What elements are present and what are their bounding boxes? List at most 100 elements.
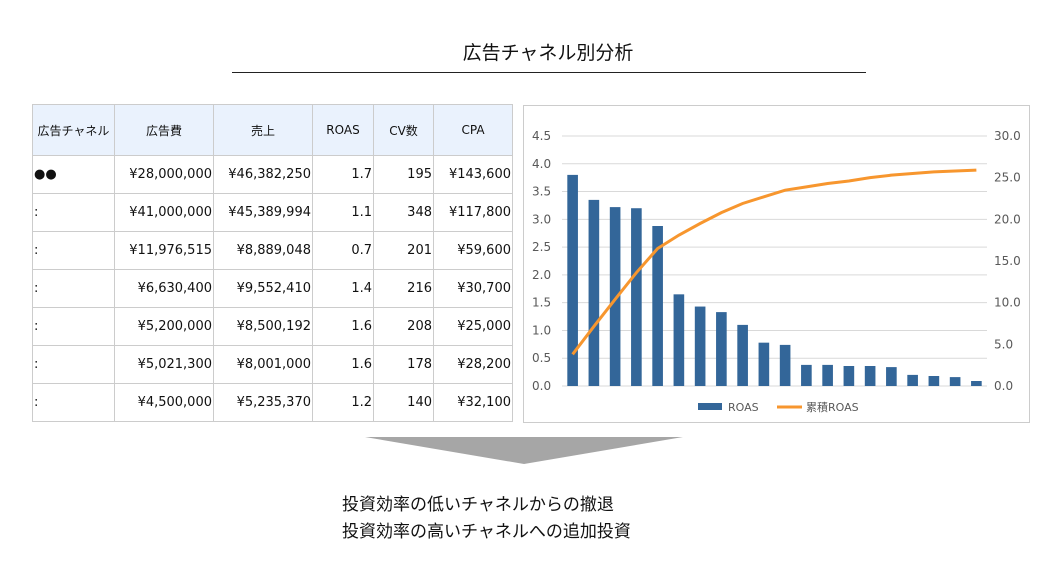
cell-ad-cost: ¥5,200,000 [114,307,214,346]
cell-channel: : [32,307,115,346]
left-tick-label: 0.5 [532,351,551,365]
cell-cpa: ¥32,100 [433,383,513,422]
cell-cpa: ¥117,800 [433,193,513,232]
roas-bar [631,208,642,386]
message-withdraw: 投資効率の低いチャネルからの撤退 [342,495,614,515]
header-sales: 売上 [213,104,313,156]
roas-bar [652,226,663,386]
cell-ad-cost: ¥5,021,300 [114,345,214,384]
cell-cpa: ¥30,700 [433,269,513,308]
roas-bar [588,199,600,386]
message-invest: 投資効率の高いチャネルへの追加投資 [342,522,631,542]
legend-roas-label: ROAS [728,401,759,414]
left-tick-label: 1.5 [532,296,551,310]
roas-bar [609,207,621,386]
cell-sales: ¥8,001,000 [213,345,313,384]
title-underline [232,72,866,73]
left-tick-label: 3.5 [532,185,551,199]
roas-bar [886,367,897,386]
header-cv: CV数 [373,104,434,156]
roas-bar [971,381,982,386]
table-row: : ¥6,630,400 ¥9,552,410 1.4 216 ¥30,700 [32,269,513,308]
table-row: : ¥41,000,000 ¥45,389,994 1.1 348 ¥117,800 [32,193,513,232]
cell-cpa: ¥28,200 [433,345,513,384]
roas-bar [737,324,748,386]
cell-roas: 1.6 [312,345,374,384]
table-header-row: 広告チャネル 広告費 売上 ROAS CV数 CPA [32,104,513,156]
cell-cpa: ¥25,000 [433,307,513,346]
cell-cv: 201 [373,231,434,270]
legend-roas-swatch [698,403,722,410]
left-tick-label: 4.5 [532,129,551,143]
legend-cumulative-label: 累積ROAS [806,400,859,414]
header-ad-cost: 広告費 [114,104,214,156]
roas-chart: 0.0 0.5 1.0 1.5 2.0 2.5 3.0 3.5 4.0 4.5 0.0 5.0 10.0… [523,105,1030,423]
page-title: 広告チャネル別分析 [462,42,634,64]
left-tick-label: 4.0 [532,157,551,171]
cell-sales: ¥5,235,370 [213,383,313,422]
left-tick-label: 0.0 [532,379,551,393]
right-tick-label: 15.0 [994,254,1021,268]
table-row: : ¥11,976,515 ¥8,889,048 0.7 201 ¥59,600 [32,231,513,270]
cell-roas: 1.7 [312,155,374,194]
table-row: : ¥4,500,000 ¥5,235,370 1.2 140 ¥32,100 [32,383,513,422]
roas-bar [864,366,876,386]
roas-bar [673,294,685,386]
cell-ad-cost: ¥28,000,000 [114,155,214,194]
cell-channel: : [32,345,115,384]
cell-channel: ●● [32,155,115,194]
right-tick-label: 5.0 [994,337,1013,351]
cell-sales: ¥9,552,410 [213,269,313,308]
cell-cv: 178 [373,345,434,384]
cell-roas: 0.7 [312,231,374,270]
cell-cv: 348 [373,193,434,232]
cell-roas: 1.2 [312,383,374,422]
cell-roas: 1.6 [312,307,374,346]
right-tick-label: 30.0 [994,129,1021,143]
cell-sales: ¥46,382,250 [213,155,313,194]
down-arrow-icon [365,437,683,464]
cell-cv: 216 [373,269,434,308]
header-channel: 広告チャネル [32,104,115,156]
cell-sales: ¥8,889,048 [213,231,313,270]
cell-roas: 1.1 [312,193,374,232]
right-tick-label: 20.0 [994,212,1021,226]
channel-table: 広告チャネル 広告費 売上 ROAS CV数 CPA ●● ¥28,000,000… [32,104,513,422]
right-tick-label: 10.0 [994,296,1021,310]
left-tick-label: 1.0 [532,323,551,337]
table-row: : ¥5,200,000 ¥8,500,192 1.6 208 ¥25,000 [32,307,513,346]
cell-ad-cost: ¥6,630,400 [114,269,214,308]
cell-cv: 208 [373,307,434,346]
cell-ad-cost: ¥41,000,000 [114,193,214,232]
cell-cv: 140 [373,383,434,422]
cell-sales: ¥8,500,192 [213,307,313,346]
left-tick-label: 2.0 [532,268,551,282]
left-tick-label: 2.5 [532,240,551,254]
cell-channel: : [32,269,115,308]
cell-cpa: ¥143,600 [433,155,513,194]
cell-roas: 1.4 [312,269,374,308]
roas-bar [843,366,855,386]
header-roas: ROAS [312,104,374,156]
left-tick-label: 3.0 [532,212,551,226]
cell-sales: ¥45,389,994 [213,193,313,232]
table-row: ●● ¥28,000,000 ¥46,382,250 1.7 195 ¥143,600 [32,155,513,194]
roas-bar [928,376,940,386]
roas-bar [907,374,918,386]
roas-bar [716,312,727,386]
roas-bar [801,364,812,386]
roas-bar [822,364,833,386]
right-tick-label: 0.0 [994,379,1013,393]
table-row: : ¥5,021,300 ¥8,001,000 1.6 178 ¥28,200 [32,345,513,384]
header-cpa: CPA [433,104,513,156]
cell-cv: 195 [373,155,434,194]
chart-svg: 0.0 0.5 1.0 1.5 2.0 2.5 3.0 3.5 4.0 4.5 0.0 5.0 10.0… [532,129,1021,414]
cell-channel: : [32,383,115,422]
cell-channel: : [32,193,115,232]
cumulative-roas-line [571,168,977,356]
roas-bar [567,174,578,386]
right-tick-label: 25.0 [994,171,1021,185]
cell-ad-cost: ¥4,500,000 [114,383,214,422]
cell-channel: : [32,231,115,270]
roas-bar [694,306,706,386]
